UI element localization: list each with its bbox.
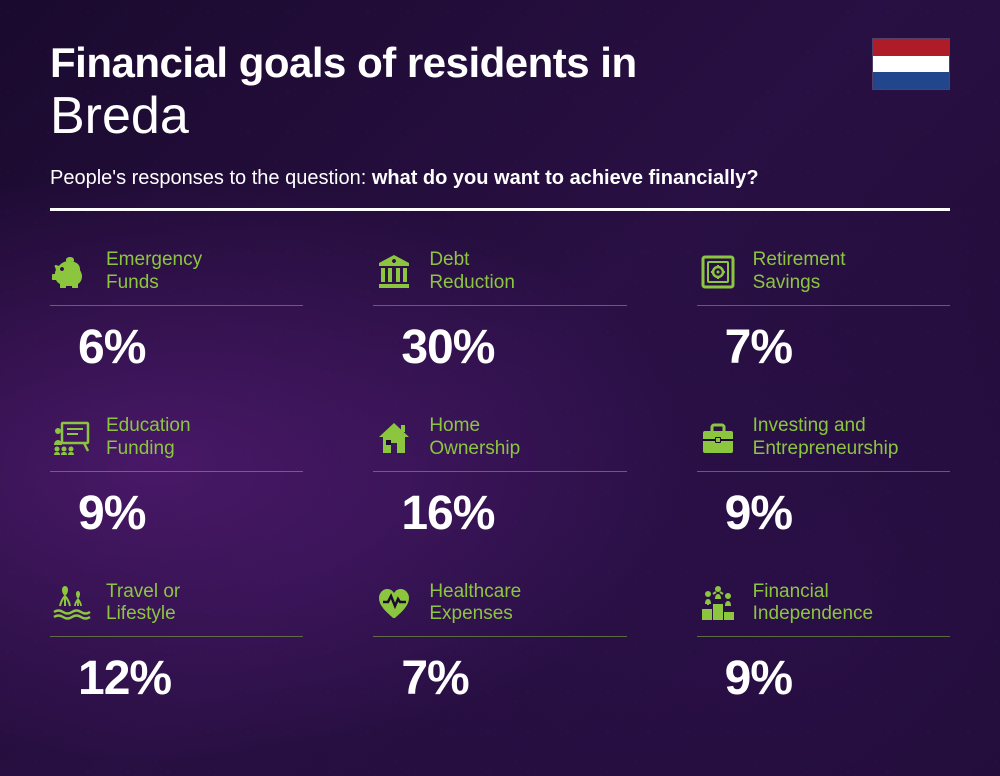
travel-icon — [50, 582, 92, 624]
stats-grid: EmergencyFunds 6% DebtReduction 30% Retireme… — [50, 249, 950, 706]
stat-value: 16% — [373, 486, 626, 541]
divider — [50, 208, 950, 211]
stat-label: Travel orLifestyle — [106, 581, 180, 627]
home-icon — [373, 417, 415, 459]
stat-item: DebtReduction 30% — [373, 249, 626, 375]
stat-item: EmergencyFunds 6% — [50, 249, 303, 375]
bank-icon — [373, 251, 415, 293]
stat-item: HomeOwnership 16% — [373, 415, 626, 541]
stat-value: 9% — [697, 651, 950, 706]
stat-value: 9% — [50, 486, 303, 541]
stat-head: HealthcareExpenses — [373, 581, 626, 638]
stat-label: HealthcareExpenses — [429, 581, 521, 627]
briefcase-icon — [697, 417, 739, 459]
stat-head: Travel orLifestyle — [50, 581, 303, 638]
stat-item: RetirementSavings 7% — [697, 249, 950, 375]
stat-item: Investing andEntrepreneurship 9% — [697, 415, 950, 541]
stat-item: FinancialIndependence 9% — [697, 581, 950, 707]
stat-head: EducationFunding — [50, 415, 303, 472]
stat-head: HomeOwnership — [373, 415, 626, 472]
subtitle: People's responses to the question: what… — [50, 167, 950, 190]
stat-item: Travel orLifestyle 12% — [50, 581, 303, 707]
stat-item: HealthcareExpenses 7% — [373, 581, 626, 707]
stat-value: 30% — [373, 320, 626, 375]
health-icon — [373, 582, 415, 624]
stat-value: 7% — [373, 651, 626, 706]
stat-value: 12% — [50, 651, 303, 706]
header: Financial goals of residents in Breda Pe… — [50, 40, 950, 211]
stat-head: Investing andEntrepreneurship — [697, 415, 950, 472]
stat-value: 7% — [697, 320, 950, 375]
stat-head: DebtReduction — [373, 249, 626, 306]
stat-head: RetirementSavings — [697, 249, 950, 306]
stat-label: HomeOwnership — [429, 415, 520, 461]
stat-label: EmergencyFunds — [106, 249, 202, 295]
stat-label: DebtReduction — [429, 249, 515, 295]
subtitle-bold: what do you want to achieve financially? — [372, 167, 759, 189]
stat-value: 6% — [50, 320, 303, 375]
stat-label: RetirementSavings — [753, 249, 846, 295]
stat-label: FinancialIndependence — [753, 581, 873, 627]
stat-item: EducationFunding 9% — [50, 415, 303, 541]
title-line1: Financial goals of residents in — [50, 40, 950, 86]
piggy-icon — [50, 251, 92, 293]
education-icon — [50, 417, 92, 459]
stat-label: EducationFunding — [106, 415, 191, 461]
stat-head: EmergencyFunds — [50, 249, 303, 306]
stat-head: FinancialIndependence — [697, 581, 950, 638]
subtitle-prefix: People's responses to the question: — [50, 167, 372, 189]
podium-icon — [697, 582, 739, 624]
title-line2: Breda — [50, 88, 950, 145]
stat-label: Investing andEntrepreneurship — [753, 415, 899, 461]
safe-icon — [697, 251, 739, 293]
stat-value: 9% — [697, 486, 950, 541]
